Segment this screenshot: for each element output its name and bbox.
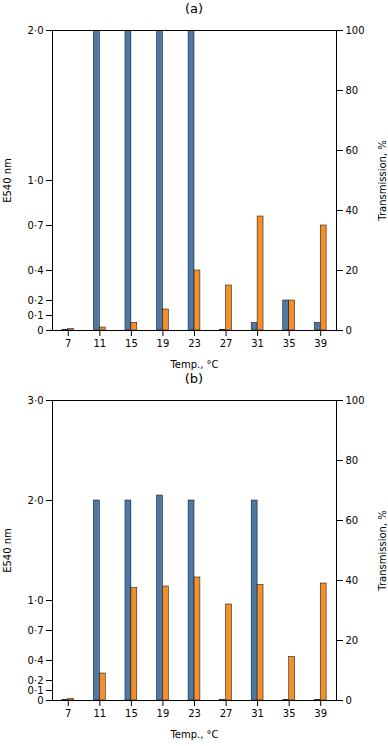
svg-text:0·1: 0·1 bbox=[28, 310, 44, 321]
svg-text:2·0: 2·0 bbox=[28, 25, 44, 36]
svg-text:15: 15 bbox=[125, 708, 138, 719]
svg-text:0·7: 0·7 bbox=[28, 625, 44, 636]
html-text:(b): (b) bbox=[184, 371, 204, 386]
svg-text:27: 27 bbox=[220, 708, 233, 719]
svg-text:39: 39 bbox=[314, 708, 327, 719]
svg-text:Temp., °C: Temp., °C bbox=[169, 359, 218, 370]
svg-text:0: 0 bbox=[346, 325, 352, 336]
svg-text:E540 nm: E540 nm bbox=[2, 528, 13, 573]
svg-text:Transmission, %: Transmission, % bbox=[377, 140, 388, 221]
svg-text:23: 23 bbox=[188, 708, 201, 719]
svg-text:E540 nm: E540 nm bbox=[2, 158, 13, 203]
svg-text:80: 80 bbox=[346, 85, 359, 96]
svg-text:31: 31 bbox=[251, 708, 264, 719]
svg-text:0: 0 bbox=[346, 695, 352, 706]
svg-text:0·2: 0·2 bbox=[28, 675, 44, 686]
svg-text:35: 35 bbox=[283, 708, 296, 719]
svg-text:40: 40 bbox=[346, 575, 359, 586]
svg-text:23: 23 bbox=[188, 338, 201, 349]
html-text:(a): (a) bbox=[184, 1, 204, 16]
svg-text:11: 11 bbox=[93, 338, 106, 349]
svg-text:27: 27 bbox=[220, 338, 233, 349]
svg-text:39: 39 bbox=[314, 338, 327, 349]
svg-text:2·0: 2·0 bbox=[28, 495, 44, 506]
svg-text:100: 100 bbox=[346, 25, 365, 36]
svg-text:Temp., °C: Temp., °C bbox=[169, 729, 218, 740]
svg-text:35: 35 bbox=[283, 338, 296, 349]
svg-text:0·2: 0·2 bbox=[28, 295, 44, 306]
svg-text:20: 20 bbox=[346, 635, 359, 646]
svg-text:0·1: 0·1 bbox=[28, 685, 44, 696]
svg-text:31: 31 bbox=[251, 338, 264, 349]
svg-text:60: 60 bbox=[346, 515, 359, 526]
svg-text:60: 60 bbox=[346, 145, 359, 156]
svg-text:0·4: 0·4 bbox=[28, 265, 44, 276]
svg-text:80: 80 bbox=[346, 455, 359, 466]
svg-text:0: 0 bbox=[37, 695, 43, 706]
svg-text:0·7: 0·7 bbox=[28, 220, 44, 231]
svg-text:7: 7 bbox=[65, 338, 71, 349]
svg-text:100: 100 bbox=[346, 395, 365, 406]
svg-text:7: 7 bbox=[65, 708, 71, 719]
svg-text:1·0: 1·0 bbox=[28, 175, 44, 186]
svg-text:1·0: 1·0 bbox=[28, 595, 44, 606]
svg-text:19: 19 bbox=[157, 708, 170, 719]
svg-text:0: 0 bbox=[37, 325, 43, 336]
svg-text:3·0: 3·0 bbox=[28, 395, 44, 406]
svg-text:Transmission, %: Transmission, % bbox=[377, 510, 388, 591]
svg-text:20: 20 bbox=[346, 265, 359, 276]
svg-text:0·4: 0·4 bbox=[28, 655, 44, 666]
svg-text:40: 40 bbox=[346, 205, 359, 216]
svg-text:15: 15 bbox=[125, 338, 138, 349]
svg-text:11: 11 bbox=[93, 708, 106, 719]
svg-text:19: 19 bbox=[157, 338, 170, 349]
